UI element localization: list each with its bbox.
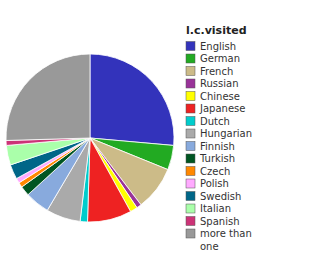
pie-slice bbox=[6, 138, 90, 165]
legend-swatch bbox=[186, 142, 195, 151]
legend-label: Spanish bbox=[200, 216, 240, 227]
legend-label-line: Russian bbox=[200, 78, 239, 89]
legend-label-line: Czech bbox=[200, 166, 230, 177]
legend-label: Turkish bbox=[199, 153, 235, 164]
legend-swatch bbox=[186, 179, 195, 188]
legend-label-line: Finnish bbox=[200, 141, 235, 152]
legend-swatch bbox=[186, 54, 195, 63]
legend-label: Russian bbox=[200, 78, 239, 89]
legend-swatch bbox=[186, 229, 195, 238]
pie bbox=[6, 54, 174, 222]
legend-label-line: Italian bbox=[200, 203, 231, 214]
legend-label: Polish bbox=[200, 178, 229, 189]
legend-label: Dutch bbox=[200, 116, 230, 127]
legend-label: Swedish bbox=[200, 191, 241, 202]
legend-swatch bbox=[186, 117, 195, 126]
legend-label-line: more than bbox=[200, 228, 252, 239]
legend-label: German bbox=[200, 53, 240, 64]
legend-swatch bbox=[186, 204, 195, 213]
legend-label-line: Turkish bbox=[199, 153, 235, 164]
legend-swatch bbox=[186, 104, 195, 113]
legend-label: English bbox=[200, 41, 236, 52]
legend-label-line: one bbox=[200, 241, 219, 252]
legend-label: Italian bbox=[200, 203, 231, 214]
legend-label: Hungarian bbox=[200, 128, 252, 139]
legend-swatch bbox=[186, 67, 195, 76]
legend-label-line: Hungarian bbox=[200, 128, 252, 139]
legend-label-line: French bbox=[200, 66, 233, 77]
legend-swatch bbox=[186, 167, 195, 176]
legend-label: more than one bbox=[200, 228, 252, 252]
legend-label: Finnish bbox=[200, 141, 235, 152]
legend-label: Chinese bbox=[200, 91, 240, 102]
chart: l.c.visited EnglishGerman FrenchRussian Chi… bbox=[0, 0, 317, 276]
pie-slice bbox=[90, 54, 174, 145]
legend-label: Japanese bbox=[199, 103, 245, 114]
legend-swatch bbox=[186, 154, 195, 163]
pie-slice bbox=[88, 138, 131, 222]
legend-label-line: Japanese bbox=[199, 103, 245, 114]
legend-swatch bbox=[186, 129, 195, 138]
legend-label-line: Swedish bbox=[200, 191, 241, 202]
legend-swatch bbox=[186, 217, 195, 226]
legend-title: l.c.visited bbox=[186, 24, 247, 37]
legend-swatch bbox=[186, 192, 195, 201]
pie-slice bbox=[6, 54, 90, 140]
legend-swatch bbox=[186, 92, 195, 101]
legend-label: Czech bbox=[200, 166, 230, 177]
legend-label-line: Spanish bbox=[200, 216, 240, 227]
legend-label-line: English bbox=[200, 41, 236, 52]
legend-label-line: Chinese bbox=[200, 91, 240, 102]
legend-swatch bbox=[186, 79, 195, 88]
legend-label-line: German bbox=[200, 53, 240, 64]
legend-swatch bbox=[186, 42, 195, 51]
legend-label-line: Dutch bbox=[200, 116, 230, 127]
legend: l.c.visited EnglishGerman FrenchRussian Chi… bbox=[186, 24, 252, 252]
legend-label: French bbox=[200, 66, 233, 77]
legend-label-line: Polish bbox=[200, 178, 229, 189]
